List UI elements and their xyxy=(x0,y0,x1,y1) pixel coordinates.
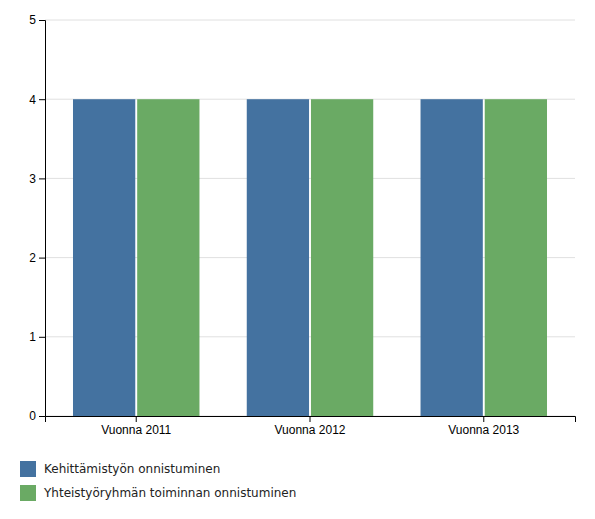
legend-item: Yhteistyöryhmän toiminnan onnistuminen xyxy=(20,485,296,501)
y-tick-label: 5 xyxy=(29,13,36,27)
bar xyxy=(247,99,309,416)
y-tick-mark xyxy=(39,258,45,259)
y-axis: 0 1 2 3 4 5 xyxy=(29,13,45,423)
y-tick: 4 xyxy=(29,93,45,107)
legend: Kehittämistyön onnistuminen Yhteistyöryhm… xyxy=(20,461,296,501)
bar xyxy=(311,99,373,416)
y-tick: 3 xyxy=(29,172,45,186)
x-tick: Vuonna 2011 xyxy=(101,416,171,437)
y-tick-label: 1 xyxy=(29,330,36,344)
chart: 0 1 2 3 4 5 Vuonna 2011 Vuonna 2012 Vuonna 2013 K… xyxy=(0,0,595,519)
bar-series xyxy=(137,99,547,416)
plot: 0 1 2 3 4 5 Vuonna 2011 Vuonna 2012 Vuonna 2013 xyxy=(29,13,575,436)
bar xyxy=(137,99,199,416)
bar xyxy=(73,99,135,416)
x-tick-mark xyxy=(310,416,311,422)
chart-container: 0 1 2 3 4 5 Vuonna 2011 Vuonna 2012 Vuonna 2013 K… xyxy=(0,0,595,519)
y-tick-label: 2 xyxy=(29,251,36,265)
x-tick: Vuonna 2012 xyxy=(275,416,346,437)
y-tick: 2 xyxy=(29,251,45,265)
legend-label: Yhteistyöryhmän toiminnan onnistuminen xyxy=(43,486,296,500)
y-axis-line xyxy=(39,21,46,417)
x-tick-label: Vuonna 2013 xyxy=(448,423,519,437)
y-tick: 5 xyxy=(29,13,45,27)
grid xyxy=(45,20,575,416)
bars xyxy=(73,99,547,416)
y-tick-mark xyxy=(39,337,45,338)
legend-item: Kehittämistyön onnistuminen xyxy=(20,461,220,477)
legend-swatch xyxy=(20,485,36,501)
x-tick-mark xyxy=(483,416,484,422)
x-axis-line xyxy=(46,417,576,423)
x-tick: Vuonna 2013 xyxy=(448,416,519,437)
y-tick-label: 0 xyxy=(29,409,36,423)
bar xyxy=(485,99,547,416)
bar xyxy=(421,99,483,416)
x-tick-label: Vuonna 2011 xyxy=(101,423,171,437)
bar-series xyxy=(73,99,483,416)
y-tick-mark xyxy=(39,178,45,179)
x-axis: Vuonna 2011 Vuonna 2012 Vuonna 2013 xyxy=(46,416,576,437)
grid-line xyxy=(45,20,575,21)
y-tick-mark xyxy=(39,20,45,21)
y-tick-label: 4 xyxy=(29,93,36,107)
y-tick-mark xyxy=(39,416,45,417)
y-tick: 0 xyxy=(29,409,45,423)
y-tick-label: 3 xyxy=(29,172,36,186)
x-tick-label: Vuonna 2012 xyxy=(275,423,346,437)
x-tick-mark xyxy=(136,416,137,422)
y-tick: 1 xyxy=(29,330,45,344)
legend-swatch xyxy=(20,461,36,477)
legend-label: Kehittämistyön onnistuminen xyxy=(44,462,220,476)
y-tick-mark xyxy=(39,99,45,100)
